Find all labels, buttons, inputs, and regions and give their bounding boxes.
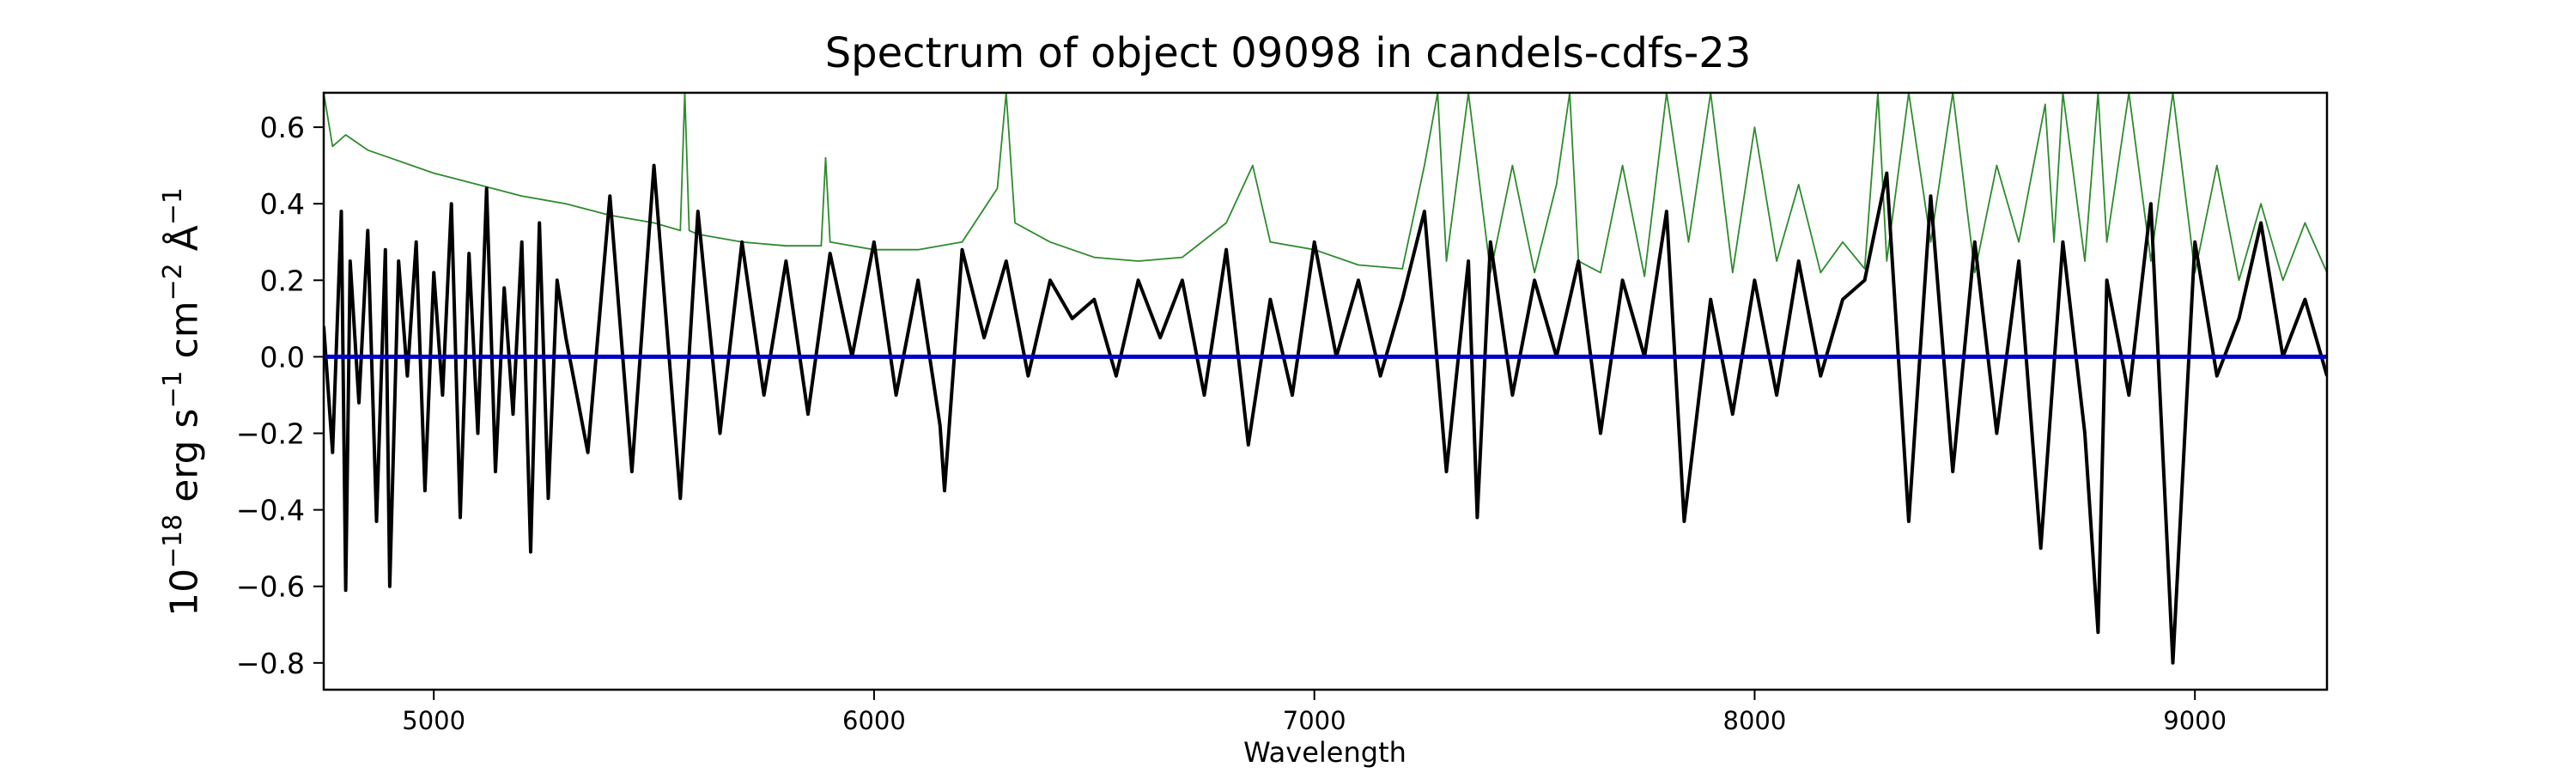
y-tick-label: −0.6 bbox=[236, 570, 305, 604]
plot-frame bbox=[322, 91, 2329, 691]
x-tick-label: 8000 bbox=[1723, 706, 1787, 735]
x-tick-label: 6000 bbox=[842, 706, 906, 735]
y-tick-label: 0.0 bbox=[260, 340, 305, 374]
y-tick-label: −0.8 bbox=[236, 647, 305, 680]
y-tick-label: 0.6 bbox=[260, 111, 305, 144]
y-tick-label: 0.4 bbox=[260, 187, 305, 221]
x-tick-label: 5000 bbox=[402, 706, 465, 735]
x-tick-label: 9000 bbox=[2163, 706, 2227, 735]
error-series-line bbox=[324, 93, 2327, 282]
y-tick-label: −0.2 bbox=[236, 417, 305, 451]
y-tick-label: −0.4 bbox=[236, 494, 305, 527]
x-tick-label: 7000 bbox=[1283, 706, 1346, 735]
flux-series-line bbox=[324, 163, 2327, 665]
chart-title: Spectrum of object 09098 in candels-cdfs… bbox=[824, 29, 1752, 77]
y-tick-label: 0.2 bbox=[260, 264, 305, 297]
x-axis-label: Wavelength bbox=[1243, 736, 1406, 769]
